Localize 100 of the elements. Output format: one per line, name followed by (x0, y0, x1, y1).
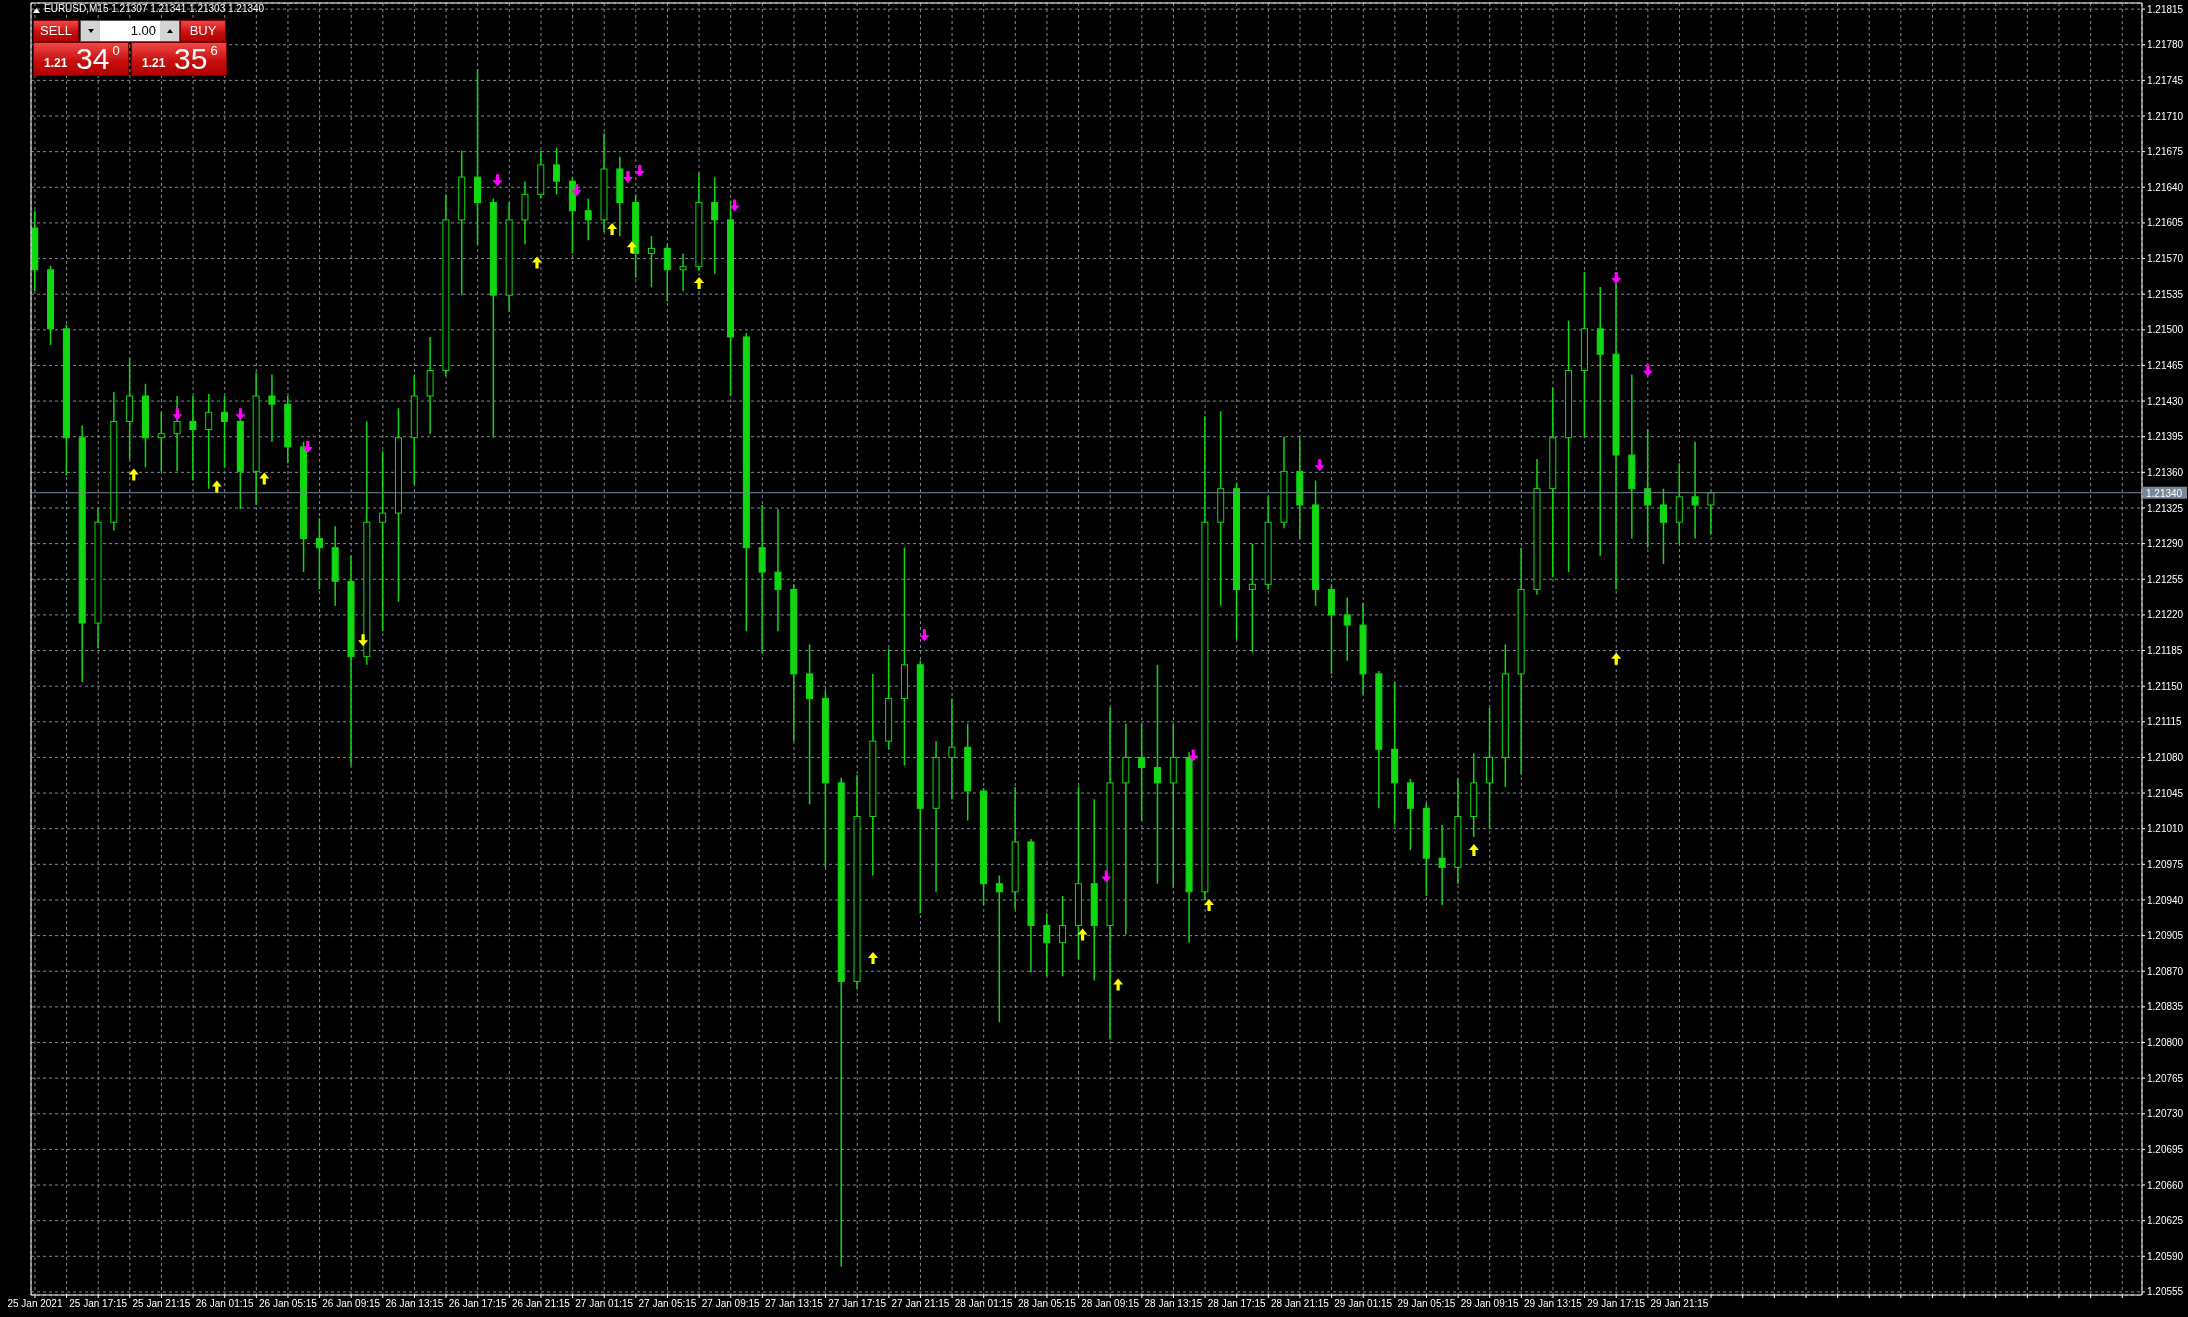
y-tick-label: 1.20905 (2147, 930, 2184, 942)
point (634, 164, 645, 177)
y-tick-label: 1.21255 (2147, 573, 2184, 585)
candlestick (537, 149, 545, 200)
point (1077, 928, 1088, 941)
candlestick (1153, 664, 1161, 885)
y-tick-label: 1.21710 (2147, 110, 2184, 122)
x-tick-label: 26 Jan 05:15 (259, 1298, 318, 1310)
buy-button: BUY (180, 20, 226, 42)
y-tick-label: 1.20695 (2147, 1143, 2184, 1155)
candlestick (505, 201, 513, 313)
candlestick (458, 149, 466, 296)
y-tick-label: 1.21395 (2147, 431, 2184, 443)
candlestick (189, 395, 197, 482)
point (1611, 271, 1622, 284)
point (626, 241, 637, 254)
x-tick-label: 26 Jan 21:15 (512, 1298, 571, 1310)
candlestick (1059, 895, 1067, 978)
candlestick (347, 555, 355, 767)
point (571, 184, 582, 197)
buy-price-box: 1.21 35$^{6}$ (131, 42, 227, 76)
x-tick-label: 29 Jan 01:15 (1334, 1298, 1393, 1310)
candlestick (1565, 319, 1573, 573)
candlestick (157, 411, 165, 473)
annotation: 35$^{6}$ (174, 42, 218, 75)
candlestick (1580, 271, 1588, 439)
y-tick-label: 1.21780 (2147, 39, 2184, 51)
y-tick-label: 1.21500 (2147, 324, 2184, 336)
x-tick-label: 28 Jan 21:15 (1271, 1298, 1330, 1310)
candlestick (790, 583, 798, 742)
x-tick-label: 28 Jan 05:15 (1018, 1298, 1077, 1310)
x-tick-label: 27 Jan 17:15 (828, 1298, 887, 1310)
point (1611, 652, 1622, 665)
candlestick (1549, 387, 1557, 578)
y-tick-label: 1.21150 (2147, 680, 2183, 692)
ref-line-label: 1.21340 (2146, 487, 2183, 499)
point (622, 171, 633, 184)
candlestick (1596, 286, 1604, 557)
point (532, 256, 543, 269)
y-tick-label: 1.21535 (2147, 288, 2184, 300)
x-tick-label: 28 Jan 01:15 (954, 1298, 1014, 1310)
candlestick (426, 336, 434, 435)
candlestick (1296, 436, 1304, 540)
point (492, 174, 503, 187)
x-tick-label: 29 Jan 21:15 (1650, 1298, 1709, 1310)
candlestick (584, 197, 592, 241)
candlestick (394, 407, 402, 603)
candlestick (1169, 723, 1177, 889)
candlestick (695, 172, 703, 272)
candlestick (284, 395, 292, 464)
candlestick (78, 424, 86, 683)
candlestick (363, 420, 371, 666)
annotation: 1.00 (130, 23, 156, 38)
candlestick (379, 450, 387, 632)
candlestick (774, 508, 782, 632)
candlestick (110, 391, 118, 532)
point (607, 223, 618, 236)
candlestick (474, 68, 482, 246)
y-tick-label: 1.20625 (2147, 1215, 2184, 1227)
candlestick (1517, 546, 1525, 776)
point (919, 629, 930, 642)
point (868, 952, 879, 964)
chart-title: EURUSD,M15 1.21307 1.21341 1.21303 1.21340 (44, 3, 265, 14)
candlestick (1343, 596, 1351, 662)
y-tick-label: 1.20730 (2147, 1108, 2184, 1120)
x-tick-label: 27 Jan 05:15 (638, 1298, 697, 1310)
candlestick (948, 697, 956, 800)
candlestick (1106, 706, 1114, 1041)
y-tick-label: 1.21605 (2147, 217, 2184, 229)
candlestick (1264, 496, 1272, 591)
y-tick-label: 1.21185 (2147, 645, 2183, 657)
x-tick-label: 25 Jan 17:15 (69, 1298, 128, 1310)
x-tick-label: 25 Jan 21:15 (132, 1298, 191, 1310)
annotation: 1.21 (44, 56, 68, 70)
x-tick-label: 29 Jan 17:15 (1587, 1298, 1646, 1310)
candlestick (758, 504, 766, 654)
candlestick (1248, 542, 1256, 654)
candlestick (205, 393, 213, 490)
y-tick-label: 1.21080 (2147, 751, 2184, 763)
candlestick (1644, 428, 1652, 549)
x-tick-label: 26 Jan 17:15 (448, 1298, 508, 1310)
point (235, 408, 246, 421)
x-tick-label: 29 Jan 09:15 (1460, 1298, 1520, 1310)
candlestick (711, 176, 719, 275)
lot-size-field: 1.00 (80, 20, 180, 42)
candlestick (616, 155, 624, 237)
sell-price-box: 1.21 34$^{0}$ (33, 42, 129, 76)
candlestick (869, 673, 877, 877)
y-tick-label: 1.21745 (2147, 74, 2184, 86)
annotation: 1.21 (142, 56, 166, 70)
candlestick (1470, 752, 1478, 838)
candlestick (600, 132, 608, 233)
point (302, 440, 313, 453)
x-tick-label: 26 Jan 13:15 (385, 1298, 444, 1310)
x-tick-label: 26 Jan 01:15 (195, 1298, 255, 1310)
candlestick (94, 508, 102, 650)
x-tick-label: 28 Jan 17:15 (1207, 1298, 1267, 1310)
x-tick-label: 27 Jan 13:15 (765, 1298, 824, 1310)
candlestick (964, 723, 972, 822)
y-tick-label: 1.20940 (2147, 894, 2184, 906)
